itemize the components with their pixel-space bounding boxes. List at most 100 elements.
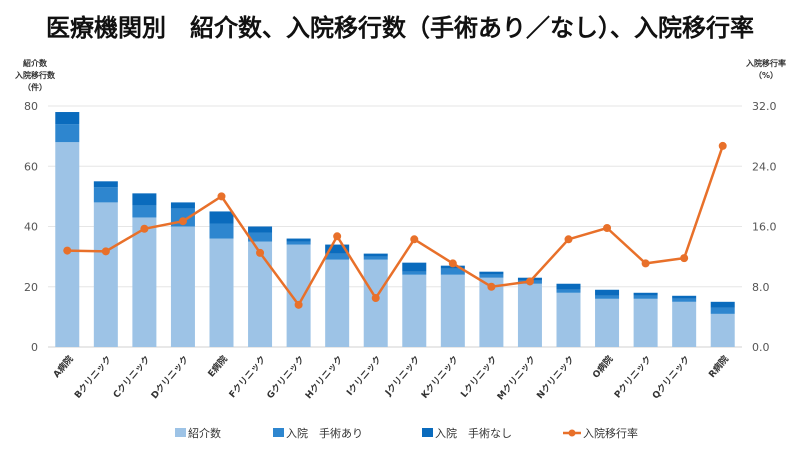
legend-swatch [175,428,186,437]
legend-marker [568,429,576,437]
bar-admit-no-surgery [170,202,195,209]
chart-title: 医療機関別 紹介数、入院移行数（手術あり／なし）、入院移行率 [46,14,754,42]
left-tick-label: 60 [24,160,38,173]
rate-point [333,232,342,241]
bar-admit-no-surgery [248,226,273,233]
bar-referrals [595,298,620,347]
rate-point [718,141,727,150]
bar-admit-surgery [556,289,581,293]
bar-admit-surgery [325,253,350,260]
bar-referrals [93,202,118,347]
rate-point [256,248,265,257]
right-axis-title-line: （%） [754,70,778,80]
bar-admit-no-surgery [479,271,504,275]
rate-line [67,145,724,308]
category-label: Cクリニック [111,354,153,401]
right-tick-label: 16.0 [752,221,777,234]
left-tick-label: 40 [24,221,38,234]
bar-admit-no-surgery [556,283,581,290]
bar-referrals [363,259,388,347]
left-axis-title-line: 紹介数 [23,58,48,68]
bar-referrals [170,226,195,347]
category-label: Kクリニック [419,354,461,401]
right-tick-label: 24.0 [752,160,777,173]
bar-referrals [402,274,427,347]
bar-admit-surgery [672,298,697,302]
right-axis-title: 入院移行率 （%） [745,58,786,80]
rate-point [448,259,457,268]
bar-admit-surgery [132,205,157,218]
rate-point [564,235,573,244]
left-tick-label: 20 [24,281,38,294]
category-label: Gクリニック [265,354,307,401]
rate-point [641,259,650,268]
bar-admit-surgery [93,187,118,203]
bar-referrals [710,313,735,347]
category-label: Qクリニック [650,354,692,401]
bar-admit-surgery [595,295,620,299]
bar-referrals [672,301,697,347]
bar-admit-no-surgery [93,181,118,188]
rate-point [525,277,534,286]
category-label: R病院 [706,353,731,380]
category-label: Mクリニック [495,354,538,402]
left-tick-label: 80 [24,100,38,113]
category-label: Fクリニック [227,354,268,400]
bar-referrals [556,292,581,347]
rate-point [140,224,149,233]
rate-point [603,224,612,233]
rate-point [410,235,419,244]
category-label: Bクリニック [72,354,114,401]
category-label: Pクリニック [612,354,654,401]
category-label: Iクリニック [345,354,385,398]
bar-admit-surgery [363,256,388,260]
rate-point [487,282,496,291]
category-label: Hクリニック [303,354,345,401]
bar-referrals [209,238,234,347]
legend-label: 紹介数 [188,427,221,440]
rate-point [217,192,226,201]
legend-swatch [422,428,433,437]
bar-admit-surgery [402,271,427,275]
category-label: E病院 [205,353,230,379]
bar-admit-surgery [479,274,504,278]
legend-swatch [273,428,284,437]
bar-admit-no-surgery [132,193,157,206]
left-axis-title: 紹介数 入院移行数 （件） [14,58,56,92]
left-axis-title-line: （件） [23,82,47,92]
bar-admit-surgery [440,268,465,275]
right-tick-label: 0.0 [752,341,770,354]
bar-referrals [440,274,465,347]
bar-admit-no-surgery [286,238,311,242]
right-tick-label: 8.0 [752,281,770,294]
bar-admit-no-surgery [633,292,658,296]
left-axis-title-line: 入院移行数 [14,70,56,80]
legend-label: 入院 手術なし [435,426,512,440]
bar-admit-no-surgery [363,253,388,257]
bar-referrals [325,259,350,347]
category-label: Jクリニック [382,354,422,399]
category-label: Dクリニック [149,354,191,401]
rate-point [680,254,689,263]
bar-referrals [517,283,542,347]
bar-admit-surgery [286,241,311,245]
right-axis-title-line: 入院移行率 [745,58,786,68]
bar-referrals [286,244,311,347]
right-tick-label: 32.0 [752,100,777,113]
bar-admit-no-surgery [672,295,697,299]
bar-admit-no-surgery [710,301,735,308]
legend-label: 入院 手術あり [286,426,363,440]
category-label: Nクリニック [535,354,577,401]
rate-point [101,247,110,256]
bar-admit-no-surgery [402,262,427,272]
rate-point [371,294,380,303]
bar-referrals [132,217,157,347]
bar-admit-no-surgery [595,289,620,296]
bar-admit-surgery [209,223,234,239]
bar-admit-no-surgery [55,112,80,125]
bar-referrals [248,241,273,347]
legend-label: 入院移行率 [583,426,638,440]
bar-admit-no-surgery [209,211,234,224]
rate-point [63,246,72,255]
